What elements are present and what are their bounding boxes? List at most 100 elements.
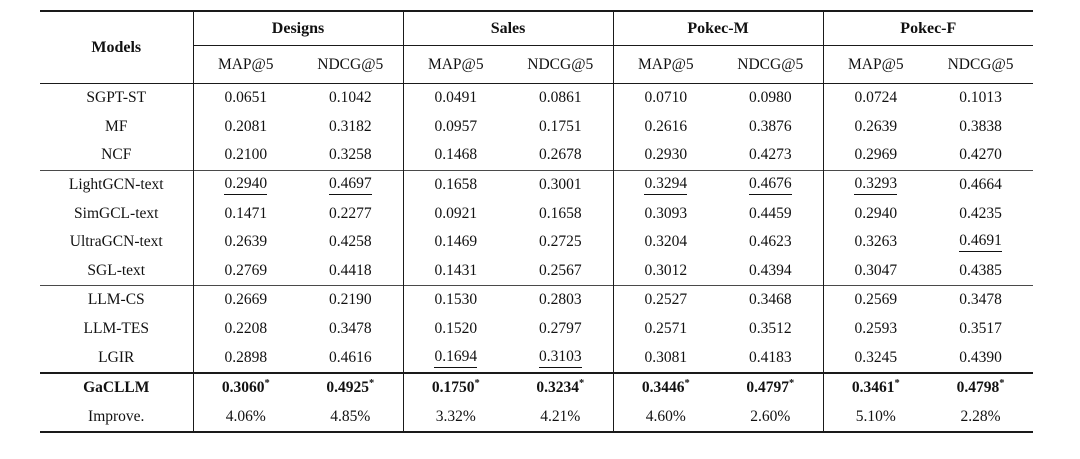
metric-value: 0.4797*	[746, 378, 795, 397]
metric-header: MAP@5	[612, 45, 719, 84]
metric-value-cell: 0.3001	[508, 169, 614, 200]
metric-value-cell: 0.4258	[298, 228, 403, 257]
metric-value-cell: 0.1750*	[402, 371, 509, 403]
metric-value-cell: 0.4273	[718, 141, 823, 170]
metric-value-cell: 2.28%	[928, 403, 1033, 433]
metric-value-cell: 0.3081	[612, 343, 719, 373]
metric-value-cell: 0.4235	[928, 199, 1033, 228]
metric-value-cell: 0.1471	[192, 199, 298, 228]
group-header-pokec-m: Pokec-M	[612, 11, 824, 46]
group-header-sales: Sales	[402, 11, 614, 46]
metric-value: 0.4385	[959, 261, 1002, 279]
metric-value: 0.2569	[854, 291, 898, 309]
model-name-cell: LightGCN-text	[40, 169, 193, 200]
group-header-pokec-f: Pokec-F	[822, 11, 1034, 46]
metric-value: 0.2678	[538, 146, 582, 164]
metric-value: 0.1658	[434, 176, 478, 194]
metric-value-cell: 0.0980	[718, 84, 823, 113]
metric-value: 0.2898	[224, 348, 268, 366]
significance-star: *	[264, 378, 270, 390]
metric-header: MAP@5	[402, 45, 509, 84]
metric-value-cell: 0.4623	[718, 228, 823, 257]
metric-value-cell: 0.4183	[718, 343, 823, 373]
metric-value: 0.0724	[854, 89, 898, 107]
table-row: LLM-TES 0.2208 0.3478 0.1520 0.2797 0.2571 0.3…	[40, 314, 1033, 344]
table-row: LGIR 0.2898 0.4616 0.1694 0.3103 0.3081 0.4183…	[40, 343, 1033, 373]
metric-value-cell: 0.2100	[192, 141, 298, 171]
metric-value: 0.3478	[959, 291, 1002, 309]
metric-value: 0.3478	[328, 320, 372, 338]
metric-value-cell: 0.3234*	[508, 371, 614, 403]
metric-value: 0.4258	[328, 233, 372, 251]
significance-star: *	[999, 378, 1005, 390]
metric-value-cell: 0.0957	[402, 112, 509, 142]
metric-value-cell: 0.3182	[298, 113, 403, 142]
metric-value-cell: 3.32%	[402, 402, 509, 433]
metric-value: 0.3468	[748, 291, 792, 309]
significance-star: *	[578, 378, 585, 390]
metric-value-cell: 4.06%	[192, 402, 298, 433]
significance-star: *	[474, 378, 480, 390]
metric-value: 0.1520	[434, 320, 478, 338]
metric-value: 0.4394	[748, 261, 792, 279]
metric-value-cell: 0.4459	[718, 199, 823, 228]
metric-value-cell: 0.2190	[298, 285, 404, 315]
metric-value: 0.4697	[328, 175, 372, 195]
metric-value-cell: 0.2616	[612, 112, 719, 142]
metric-value: 0.0651	[224, 89, 268, 107]
metric-value: 0.2616	[644, 117, 688, 135]
metric-value-cell: 0.4390	[928, 343, 1033, 373]
table-row: SGPT-ST 0.0651 0.1042 0.0491 0.0861 0.0710 0.0…	[40, 83, 1033, 113]
metric-value-cell: 0.3461*	[822, 371, 929, 403]
results-table: Models Designs Sales Pokec-M Pokec-F MAP…	[40, 10, 1034, 434]
metric-header: NDCG@5	[527, 55, 594, 73]
metric-value: 0.3876	[748, 117, 792, 135]
model-name-cell: GaCLLM	[40, 371, 193, 403]
metric-value-cell: 0.4418	[298, 257, 403, 286]
metric-value: 0.2190	[328, 291, 372, 309]
metric-value: 0.1013	[959, 89, 1002, 107]
metric-value: 0.0921	[434, 204, 478, 222]
model-name-cell: Improve.	[88, 407, 145, 425]
metric-value-cell: 0.4676	[718, 169, 824, 200]
significance-star: *	[368, 378, 375, 390]
metric-value: 0.3461*	[851, 378, 900, 397]
results-table-container: Models Designs Sales Pokec-M Pokec-F MAP…	[40, 10, 1034, 434]
metric-value-cell: 0.3478	[298, 315, 403, 344]
metric-value: 0.4459	[748, 204, 792, 222]
table-row: Improve. 4.06% 4.85% 3.32% 4.21% 4.60% 2.60% 5.…	[40, 402, 1033, 433]
table-row: UltraGCN-text 0.2639 0.4258 0.1469 0.2725 0.3…	[40, 227, 1033, 257]
metric-value-cell: 0.3293	[822, 169, 929, 200]
metric-value-cell: 0.3245	[822, 343, 929, 373]
metric-value: 2.28%	[960, 407, 1001, 425]
metric-header: NDCG@5	[737, 55, 804, 73]
metric-value: 0.1469	[434, 233, 478, 251]
metric-value-cell: 0.1530	[402, 285, 509, 315]
metric-value: 0.2081	[224, 117, 268, 135]
metric-value-cell: 0.2081	[192, 112, 298, 142]
metric-value-cell: 0.2898	[192, 343, 298, 373]
metric-value: 0.4664	[959, 176, 1002, 194]
significance-star: *	[894, 378, 900, 390]
model-name-cell: SimGCL-text	[74, 204, 159, 222]
metric-value: 0.1694	[434, 348, 478, 368]
metric-value-cell: 0.3838	[928, 113, 1033, 142]
model-name-cell: SGPT-ST	[86, 89, 147, 107]
metric-value: 0.0980	[748, 89, 792, 107]
metric-value-cell: 0.3876	[718, 113, 823, 142]
metric-value-cell: 5.10%	[822, 402, 929, 433]
group-header-designs: Designs	[192, 11, 404, 46]
metric-value: 4.60%	[645, 407, 686, 425]
metric-value-cell: 0.3103	[508, 343, 613, 373]
metric-value: 0.3263	[854, 233, 898, 251]
metric-value: 0.2100	[224, 146, 268, 164]
metric-value: 0.2803	[538, 291, 582, 309]
dataset-group-header-row: Models Designs Sales Pokec-M Pokec-F	[40, 11, 1034, 56]
metric-value: 0.1431	[434, 261, 478, 279]
metric-value: 4.85%	[330, 407, 371, 425]
table-row: MF 0.2081 0.3182 0.0957 0.1751 0.2616 0.3876 0.…	[40, 112, 1033, 142]
metric-value: 0.3838	[959, 117, 1002, 135]
metric-value-cell: 0.1658	[508, 199, 613, 228]
metric-value: 0.2277	[328, 204, 372, 222]
metric-header: MAP@5	[192, 45, 298, 84]
